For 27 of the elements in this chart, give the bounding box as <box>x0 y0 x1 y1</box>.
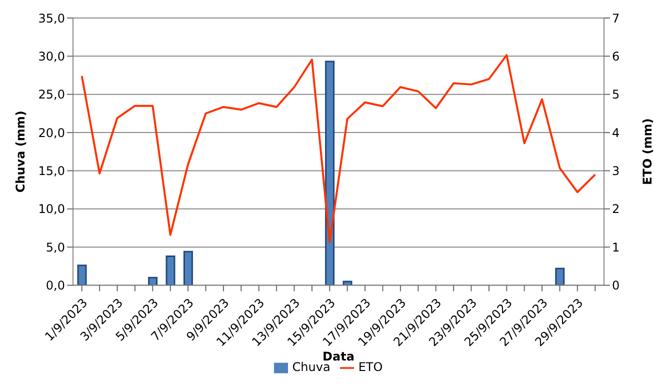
y-tick-label: 30,0 <box>38 49 65 64</box>
y-tick-label: 5,0 <box>46 240 65 254</box>
bar <box>183 250 193 286</box>
y2-tick-label: 3 <box>612 164 620 178</box>
y-tick-label: 0,0 <box>46 278 65 293</box>
y-tick-label: 10,0 <box>38 202 65 216</box>
y-axis-title: Chuva (mm) <box>13 110 28 193</box>
bar <box>166 256 176 286</box>
y2-tick-label: 5 <box>612 88 620 102</box>
y-tick-label: 20,0 <box>38 126 65 140</box>
y-tick-label: 15,0 <box>38 164 65 178</box>
bar <box>148 276 158 286</box>
bar <box>77 264 87 286</box>
y2-tick-label: 6 <box>612 49 620 64</box>
bar <box>555 268 565 286</box>
y2-tick-label: 4 <box>612 126 620 140</box>
y2-tick-label: 1 <box>612 240 620 254</box>
y2-tick-label: 7 <box>612 11 620 26</box>
legend-label: ETO <box>358 360 383 374</box>
bar <box>325 60 335 286</box>
y2-tick-label: 0 <box>612 278 620 293</box>
y-tick-label: 25,0 <box>38 88 65 102</box>
y2-tick-label: 2 <box>612 202 620 216</box>
line-series <box>80 54 596 244</box>
y-tick-label: 35,0 <box>38 11 65 26</box>
bar <box>342 280 352 286</box>
y2-axis-title: ETO (mm) <box>640 118 654 186</box>
